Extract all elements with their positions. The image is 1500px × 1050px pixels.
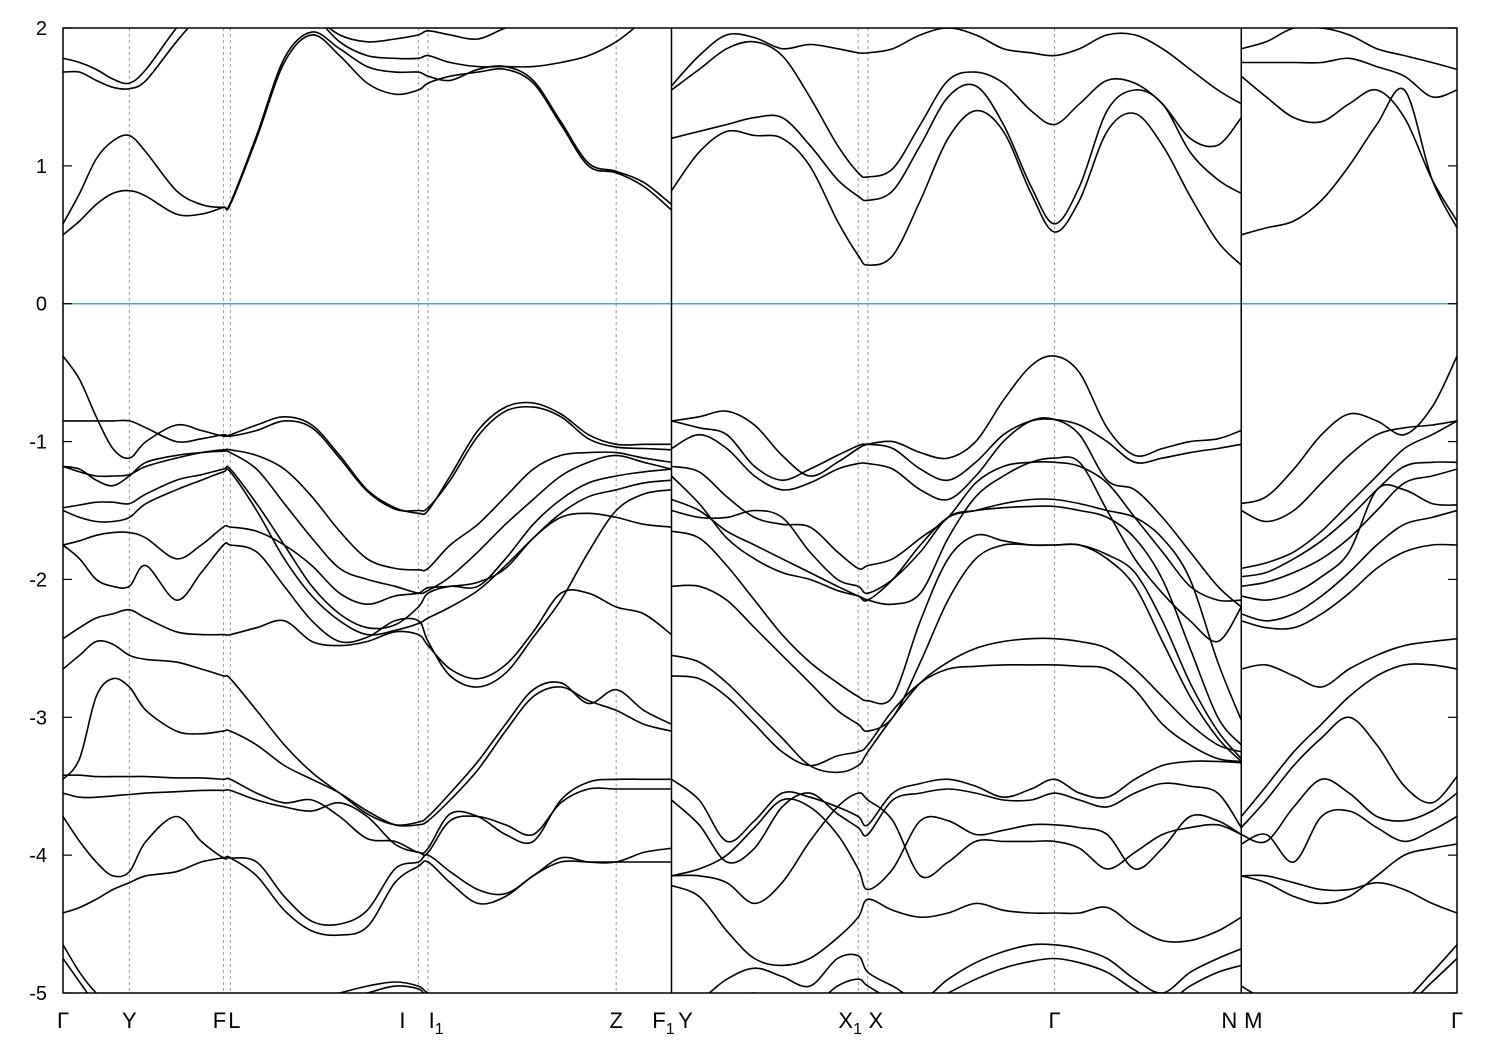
band-line	[671, 798, 1242, 891]
band-line	[1241, 483, 1457, 601]
band-line	[63, 355, 672, 516]
band-line	[1241, 543, 1457, 630]
kpoint-label: I1	[429, 1008, 444, 1038]
band-line	[671, 355, 1242, 477]
band-line	[670, 109, 1242, 266]
band-line	[63, 958, 425, 993]
band-line	[1241, 57, 1457, 99]
band-line	[63, 787, 672, 856]
band-line	[1241, 355, 1457, 505]
band-line	[63, 467, 672, 636]
band-line	[1241, 420, 1457, 570]
band-line	[671, 418, 1242, 482]
kpoint-subscript: 1	[853, 1021, 862, 1038]
band-line	[1241, 957, 1457, 993]
kpoint-label: Γ	[57, 1008, 69, 1033]
band-line	[1240, 808, 1457, 863]
y-axis-ticks: -5 -4 -3 -2 -1 0 1 2	[29, 18, 1457, 1005]
band-line	[1240, 663, 1457, 818]
band-line	[671, 664, 1242, 767]
kpoint-label: Y	[678, 1008, 693, 1033]
band-line	[63, 815, 672, 927]
y-tick-label: 2	[36, 18, 47, 40]
band-line	[63, 449, 672, 595]
band-line	[63, 28, 636, 90]
band-line	[670, 782, 1242, 864]
band-line	[1241, 28, 1457, 71]
y-tick-label: -2	[29, 569, 47, 591]
kpoint-label: M	[1244, 1008, 1262, 1033]
band-line	[1240, 778, 1457, 844]
band-line	[63, 512, 672, 606]
band-line	[1240, 716, 1457, 829]
y-tick-label: 0	[36, 294, 47, 316]
band-line	[1241, 637, 1457, 688]
band-line	[1241, 87, 1457, 236]
y-tick-label: -5	[29, 983, 47, 1005]
band-line	[671, 417, 1242, 608]
kpoint-subscript: 1	[435, 1021, 444, 1038]
kpoint-subscript: 1	[666, 1021, 675, 1038]
band-line	[670, 28, 1242, 105]
k-path-labels: Γ Y F L I I1 Z F1 Y X1 X Γ N M Γ	[57, 1008, 1463, 1038]
band-line	[1241, 509, 1457, 622]
plot-frame	[62, 27, 1458, 994]
band-line	[63, 855, 672, 937]
band-line	[671, 884, 1242, 967]
band-curves	[63, 28, 1457, 993]
band-line	[63, 639, 672, 826]
band-line	[1241, 468, 1457, 588]
band-line	[707, 943, 1242, 993]
kpoint-label: I	[399, 1008, 405, 1033]
y-tick-label: 1	[36, 156, 47, 178]
band-line	[63, 489, 672, 688]
band-line	[1241, 461, 1457, 578]
kpoint-label: Γ	[1451, 1008, 1463, 1033]
band-line	[63, 31, 673, 225]
band-line	[63, 405, 672, 512]
y-tick-label: -4	[29, 845, 47, 867]
band-line	[746, 957, 1242, 993]
band-line	[63, 588, 672, 680]
band-line	[671, 530, 1242, 760]
band-line	[63, 677, 672, 827]
band-line	[671, 83, 1242, 225]
kpoint-label: X1	[838, 1008, 862, 1038]
path-break-lines	[670, 28, 1243, 993]
band-line	[671, 505, 1242, 746]
band-line	[1241, 874, 1457, 914]
kpoint-label: Y	[122, 1008, 137, 1033]
band-line	[670, 456, 1242, 643]
band-line	[671, 792, 1242, 905]
band-line	[1241, 843, 1457, 905]
high-symmetry-lines	[128, 28, 1056, 993]
band-line	[671, 637, 1242, 774]
band-line	[63, 28, 509, 85]
y-tick-label: -3	[29, 707, 47, 729]
kpoint-label: Z	[609, 1008, 622, 1033]
band-line	[1240, 420, 1457, 523]
band-line	[63, 448, 672, 572]
kpoint-label: N	[1221, 1008, 1237, 1033]
kpoint-label: F	[213, 1008, 226, 1033]
kpoint-label: L	[228, 1008, 240, 1033]
kpoint-label: X	[869, 1008, 884, 1033]
y-tick-label: -1	[29, 432, 47, 454]
band-line	[1240, 75, 1457, 222]
band-line	[1240, 944, 1457, 993]
band-line	[63, 465, 672, 630]
kpoint-label: F1	[652, 1008, 674, 1038]
band-line	[63, 944, 431, 993]
kpoint-label: Γ	[1049, 1008, 1061, 1033]
band-line	[63, 34, 673, 236]
band-line	[671, 543, 1242, 762]
band-line	[671, 40, 1242, 179]
band-line	[671, 760, 1242, 843]
